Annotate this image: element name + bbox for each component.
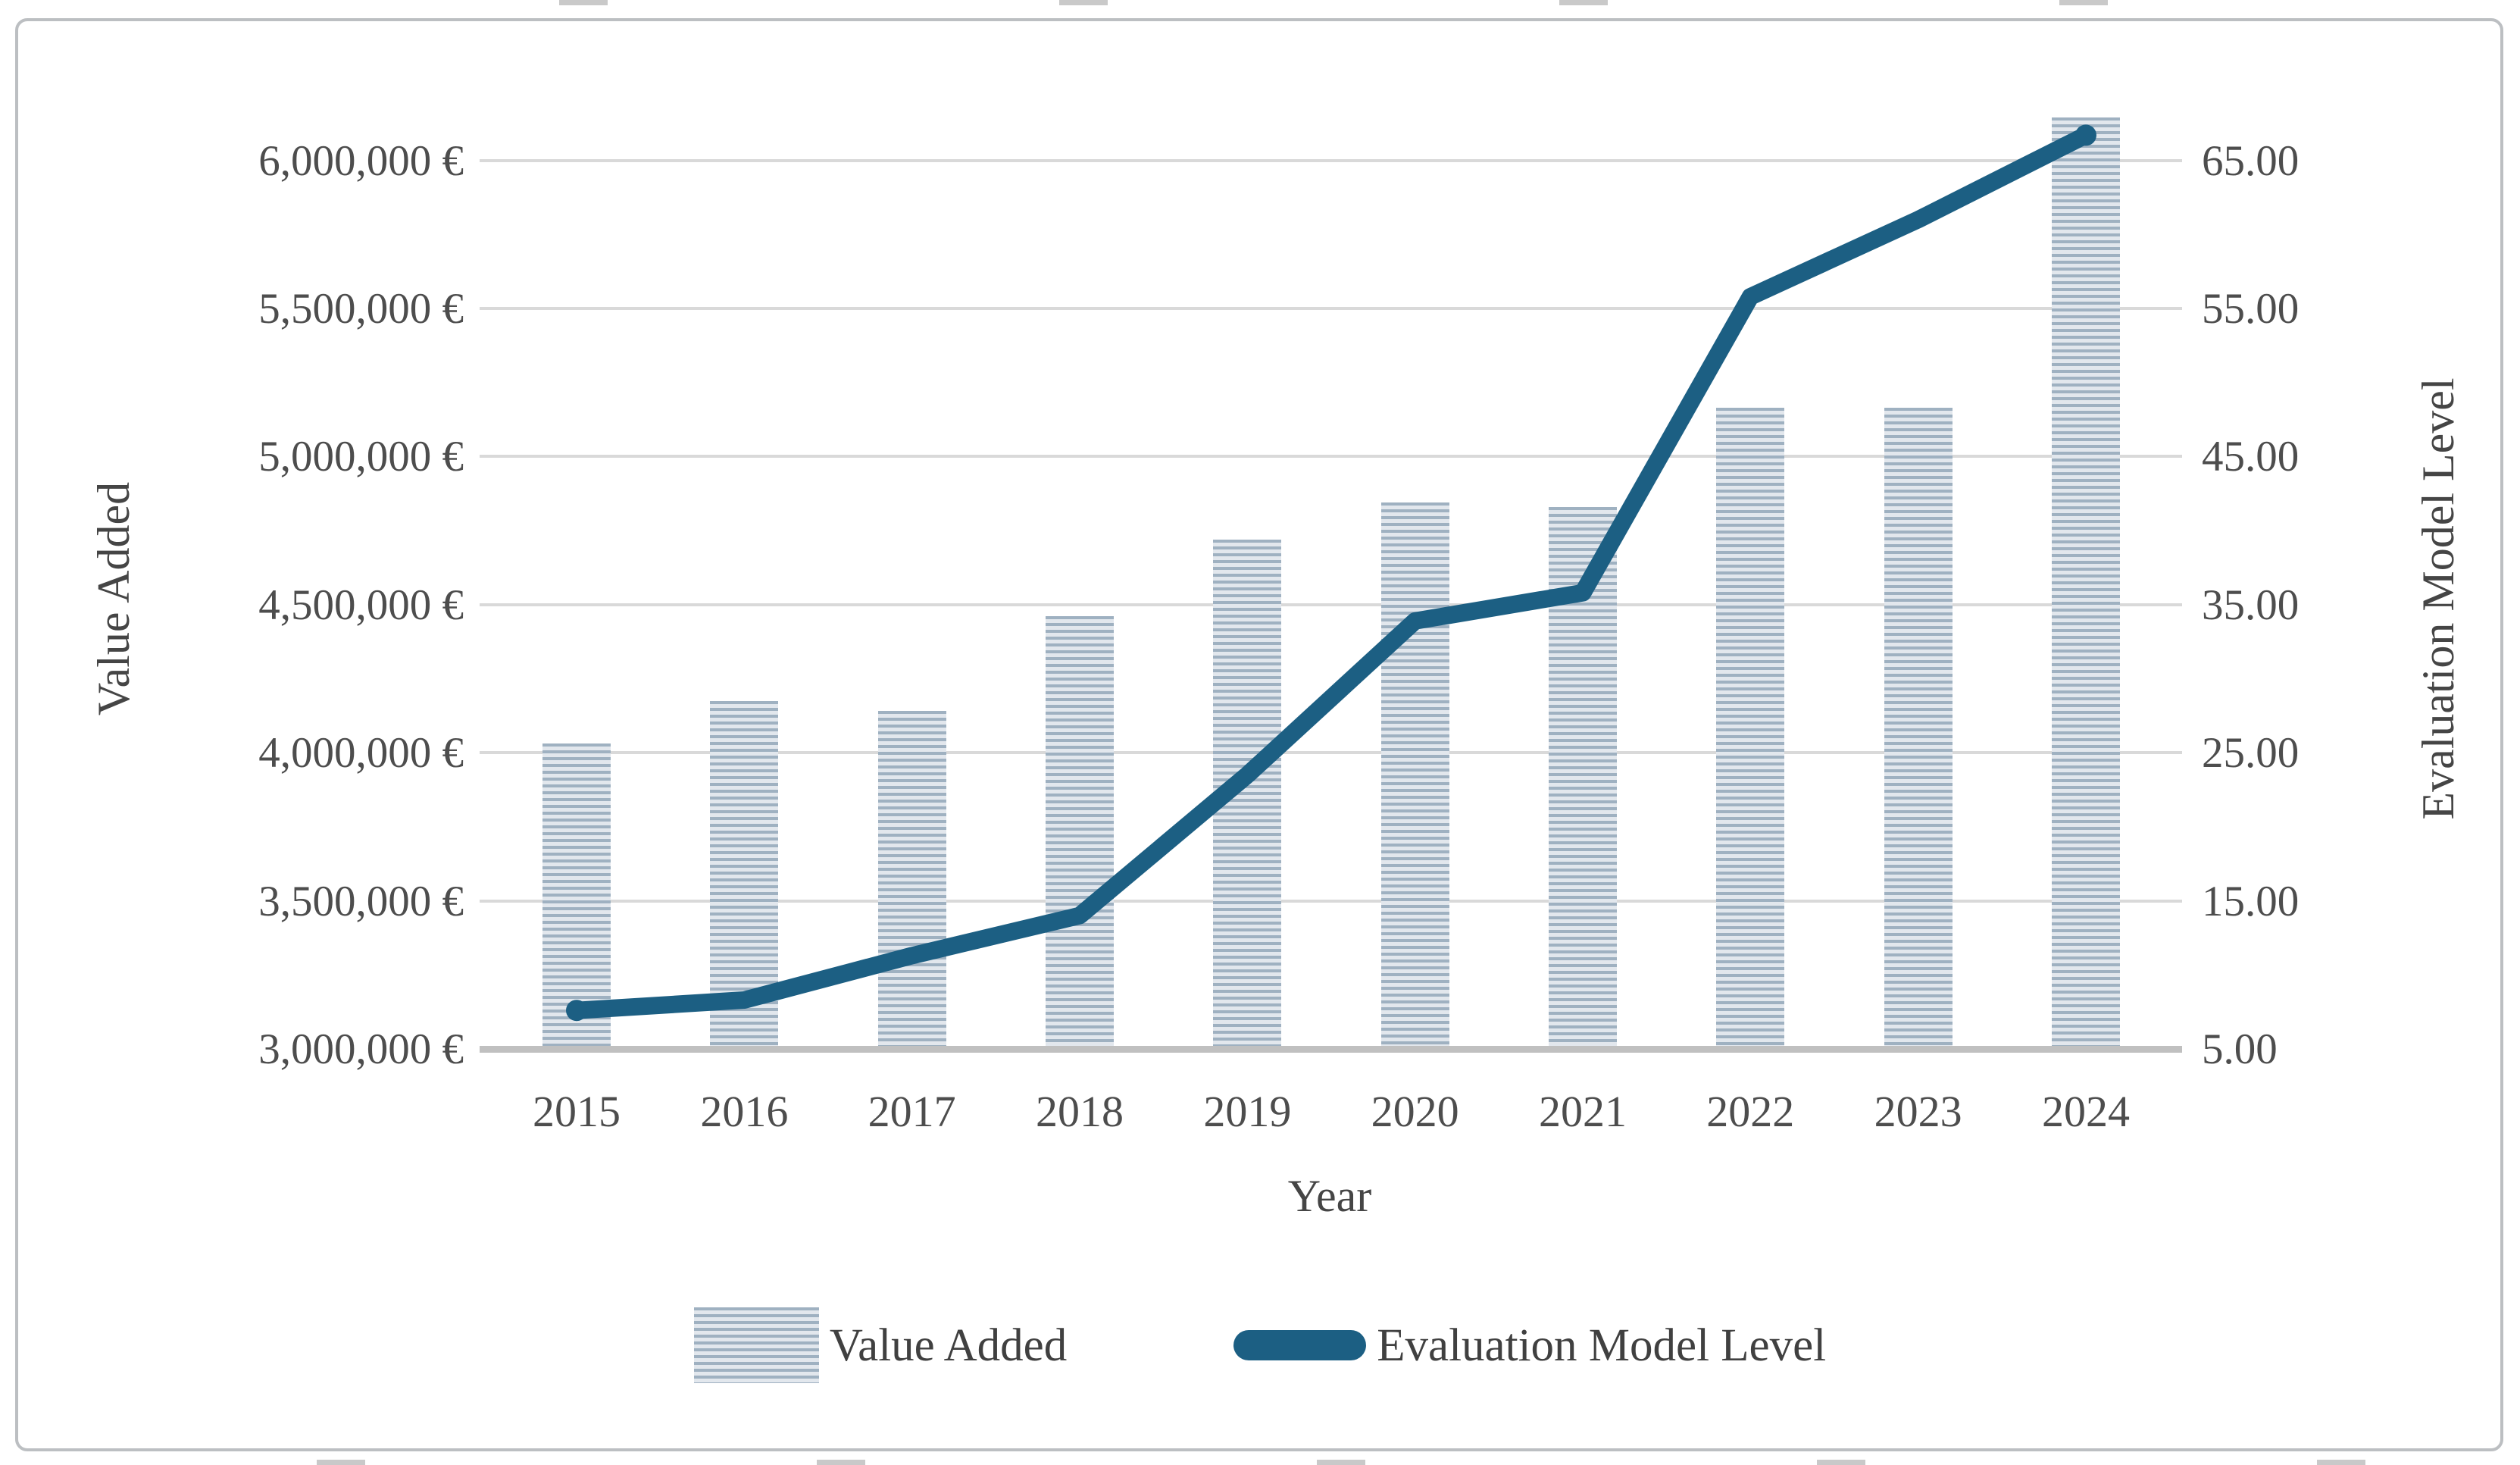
left-axis-tick-label: 4,500,000 € [258, 581, 464, 629]
x-axis-tick-label-2023: 2023 [1874, 1087, 1962, 1136]
x-axis-tick-label-2017: 2017 [868, 1087, 956, 1136]
edge-mark [817, 1460, 865, 1465]
value-added-bar-2015 [542, 743, 611, 1049]
edge-mark [1317, 1460, 1365, 1465]
right-axis-tick-label: 15.00 [2202, 877, 2300, 925]
value-added-bar-2017 [877, 711, 946, 1049]
left-axis-tick-label: 5,500,000 € [258, 285, 464, 333]
legend-item-evaluation-model-level: Evaluation Model Level [1233, 1323, 1826, 1369]
legend-label: Evaluation Model Level [1377, 1319, 1827, 1371]
x-axis-tick-label-2016: 2016 [700, 1087, 789, 1136]
right-axis-tick-label: 25.00 [2202, 729, 2300, 778]
right-axis-tick-label: 65.00 [2202, 136, 2300, 185]
left-axis-title: Value Added [89, 481, 139, 716]
evaluation-model-level-line-swatch-icon [1233, 1330, 1367, 1360]
value-added-bar-2023 [1884, 407, 1953, 1049]
legend-item-value-added: Value Added [693, 1307, 1068, 1383]
legend: Value Added Evaluation Model Level [0, 1307, 2520, 1383]
gridline [480, 455, 2182, 459]
x-axis-tick-label-2021: 2021 [1538, 1087, 1627, 1136]
legend-label: Value Added [829, 1319, 1068, 1371]
edge-mark [1059, 0, 1108, 5]
right-axis-tick-label: 55.00 [2202, 285, 2300, 333]
left-axis-tick-label: 4,000,000 € [258, 729, 464, 778]
x-axis-tick-label-2020: 2020 [1371, 1087, 1459, 1136]
value-added-bar-2018 [1045, 616, 1114, 1049]
gridline [480, 899, 2182, 903]
x-axis-line [480, 1046, 2182, 1053]
right-axis-tick-label: 45.00 [2202, 433, 2300, 481]
left-axis-tick-label: 5,000,000 € [258, 433, 464, 481]
x-axis-tick-label-2022: 2022 [1706, 1087, 1795, 1136]
value-added-bar-swatch-icon [693, 1307, 819, 1383]
edge-mark [1559, 0, 1608, 5]
edge-mark [1817, 1460, 1865, 1465]
x-axis-tick-label-2019: 2019 [1203, 1087, 1292, 1136]
edge-mark [2317, 1460, 2365, 1465]
x-axis-tick-label-2024: 2024 [2041, 1087, 2130, 1136]
edge-mark [2059, 0, 2108, 5]
gridline [480, 158, 2182, 162]
right-axis-title: Evaluation Model Level [2413, 377, 2463, 820]
gridline [480, 603, 2182, 606]
value-added-bar-2020 [1380, 502, 1449, 1049]
value-added-bar-2024 [2051, 117, 2120, 1049]
x-axis-tick-label-2015: 2015 [533, 1087, 621, 1136]
value-added-bar-2022 [1716, 407, 1785, 1049]
left-axis-tick-label: 3,500,000 € [258, 877, 464, 925]
x-axis-tick-label-2018: 2018 [1035, 1087, 1124, 1136]
gridline [480, 307, 2182, 310]
gridline [480, 751, 2182, 755]
edge-mark [317, 1460, 365, 1465]
left-axis-tick-label: 3,000,000 € [258, 1025, 464, 1073]
x-axis-title: Year [1287, 1171, 1372, 1221]
left-axis-tick-label: 6,000,000 € [258, 136, 464, 185]
right-axis-tick-label: 5.00 [2202, 1025, 2278, 1073]
edge-mark [559, 0, 608, 5]
right-axis-tick-label: 35.00 [2202, 581, 2300, 629]
